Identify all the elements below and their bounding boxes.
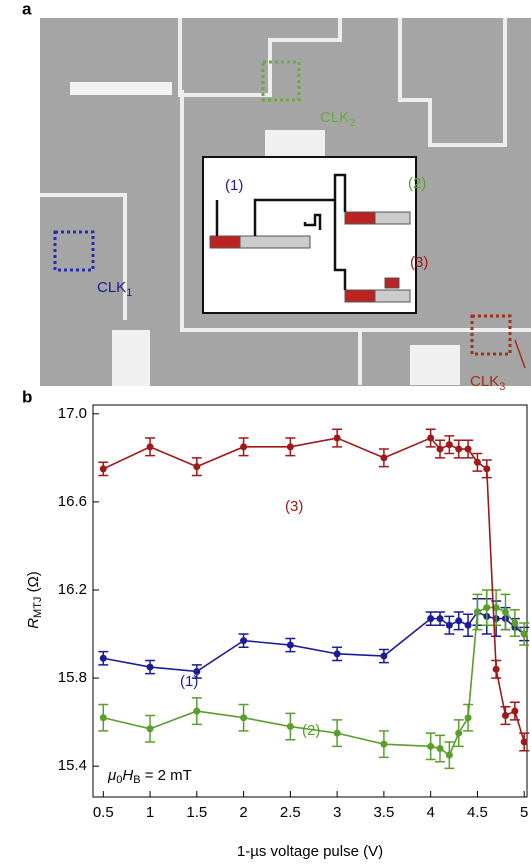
data-point bbox=[193, 463, 201, 471]
data-point bbox=[286, 641, 294, 649]
data-point bbox=[473, 458, 481, 466]
series-label: (3) bbox=[285, 498, 303, 515]
data-point bbox=[445, 751, 453, 759]
data-point bbox=[286, 443, 294, 451]
data-point bbox=[445, 441, 453, 449]
data-point bbox=[473, 608, 481, 616]
x-tick-label: 2.5 bbox=[280, 804, 301, 821]
data-point bbox=[455, 729, 463, 737]
pad bbox=[265, 130, 325, 158]
data-point bbox=[455, 617, 463, 625]
panel-a: a CLK1 CLK2 CLK3 (1) (2) (3) bbox=[22, 0, 531, 393]
data-point bbox=[240, 637, 248, 645]
data-point bbox=[511, 707, 519, 715]
data-point bbox=[492, 665, 500, 673]
inset bbox=[202, 156, 417, 314]
data-point bbox=[333, 729, 341, 737]
data-point bbox=[464, 445, 472, 453]
data-point bbox=[99, 465, 107, 473]
data-point bbox=[501, 608, 509, 616]
data-point bbox=[455, 445, 463, 453]
x-tick-label: 1 bbox=[146, 804, 154, 821]
panel-label: b bbox=[22, 387, 32, 406]
clock-label: CLK2 bbox=[320, 109, 355, 129]
data-point bbox=[483, 465, 491, 473]
series-label: (1) bbox=[180, 673, 198, 690]
data-point bbox=[99, 654, 107, 662]
data-point bbox=[146, 663, 154, 671]
data-point bbox=[436, 445, 444, 453]
data-point bbox=[99, 714, 107, 722]
series-line bbox=[102, 437, 525, 743]
data-point bbox=[333, 434, 341, 442]
data-point bbox=[380, 740, 388, 748]
data-point bbox=[286, 723, 294, 731]
data-point bbox=[511, 619, 519, 627]
x-tick-label: 0.5 bbox=[93, 804, 114, 821]
data-point bbox=[492, 604, 500, 612]
x-tick-label: 3 bbox=[333, 804, 341, 821]
wires bbox=[40, 18, 531, 385]
y-tick-label: 17.0 bbox=[58, 405, 87, 422]
data-point bbox=[464, 621, 472, 629]
inset-circuit bbox=[209, 211, 411, 303]
data-point bbox=[240, 714, 248, 722]
data-point bbox=[193, 707, 201, 715]
y-tick-label: 16.2 bbox=[58, 581, 87, 598]
x-tick-label: 3.5 bbox=[373, 804, 394, 821]
data-point bbox=[146, 443, 154, 451]
data-point bbox=[333, 650, 341, 658]
y-axis-label: RMTJ (Ω) bbox=[25, 571, 44, 629]
clock-label: CLK3 bbox=[470, 373, 505, 393]
data-point bbox=[240, 443, 248, 451]
inset-label: (1) bbox=[225, 177, 243, 194]
data-point bbox=[445, 621, 453, 629]
data-point bbox=[436, 745, 444, 753]
data-point bbox=[427, 615, 435, 623]
annotation: μ0HB = 2 mT bbox=[107, 767, 192, 786]
y-tick-label: 15.8 bbox=[58, 669, 87, 686]
x-tick-label: 4.5 bbox=[467, 804, 488, 821]
device-box bbox=[261, 60, 301, 102]
data-point bbox=[436, 615, 444, 623]
inset-label: (3) bbox=[410, 254, 428, 271]
data-point bbox=[520, 738, 528, 746]
data-point bbox=[193, 667, 201, 675]
pad bbox=[112, 330, 150, 386]
data-point bbox=[464, 714, 472, 722]
arrow bbox=[514, 339, 526, 369]
plot-frame bbox=[92, 404, 528, 798]
data-point bbox=[427, 742, 435, 750]
data-point bbox=[380, 652, 388, 660]
inset-wires bbox=[215, 173, 347, 290]
data-point bbox=[146, 725, 154, 733]
inset-label: (2) bbox=[408, 175, 426, 192]
series-label: (2) bbox=[302, 722, 320, 739]
device-box bbox=[470, 314, 512, 356]
data-point bbox=[427, 434, 435, 442]
data-point bbox=[520, 630, 528, 638]
panel-label: a bbox=[22, 0, 32, 18]
data-point bbox=[380, 454, 388, 462]
device-box bbox=[53, 230, 95, 272]
x-tick-label: 2 bbox=[239, 804, 247, 821]
panel-b: b 1-µs voltage pulse (V) RMTJ (Ω) μ0HB =… bbox=[22, 387, 530, 860]
data-point bbox=[483, 604, 491, 612]
y-tick-label: 15.4 bbox=[58, 757, 87, 774]
y-tick-label: 16.6 bbox=[58, 493, 87, 510]
x-tick-label: 5 bbox=[520, 804, 528, 821]
pad bbox=[70, 82, 172, 95]
x-tick-label: 1.5 bbox=[186, 804, 207, 821]
x-tick-label: 4 bbox=[426, 804, 434, 821]
data-point bbox=[501, 712, 509, 720]
clock-label: CLK1 bbox=[97, 279, 132, 299]
pad bbox=[410, 345, 460, 385]
x-axis-label: 1-µs voltage pulse (V) bbox=[237, 843, 383, 860]
